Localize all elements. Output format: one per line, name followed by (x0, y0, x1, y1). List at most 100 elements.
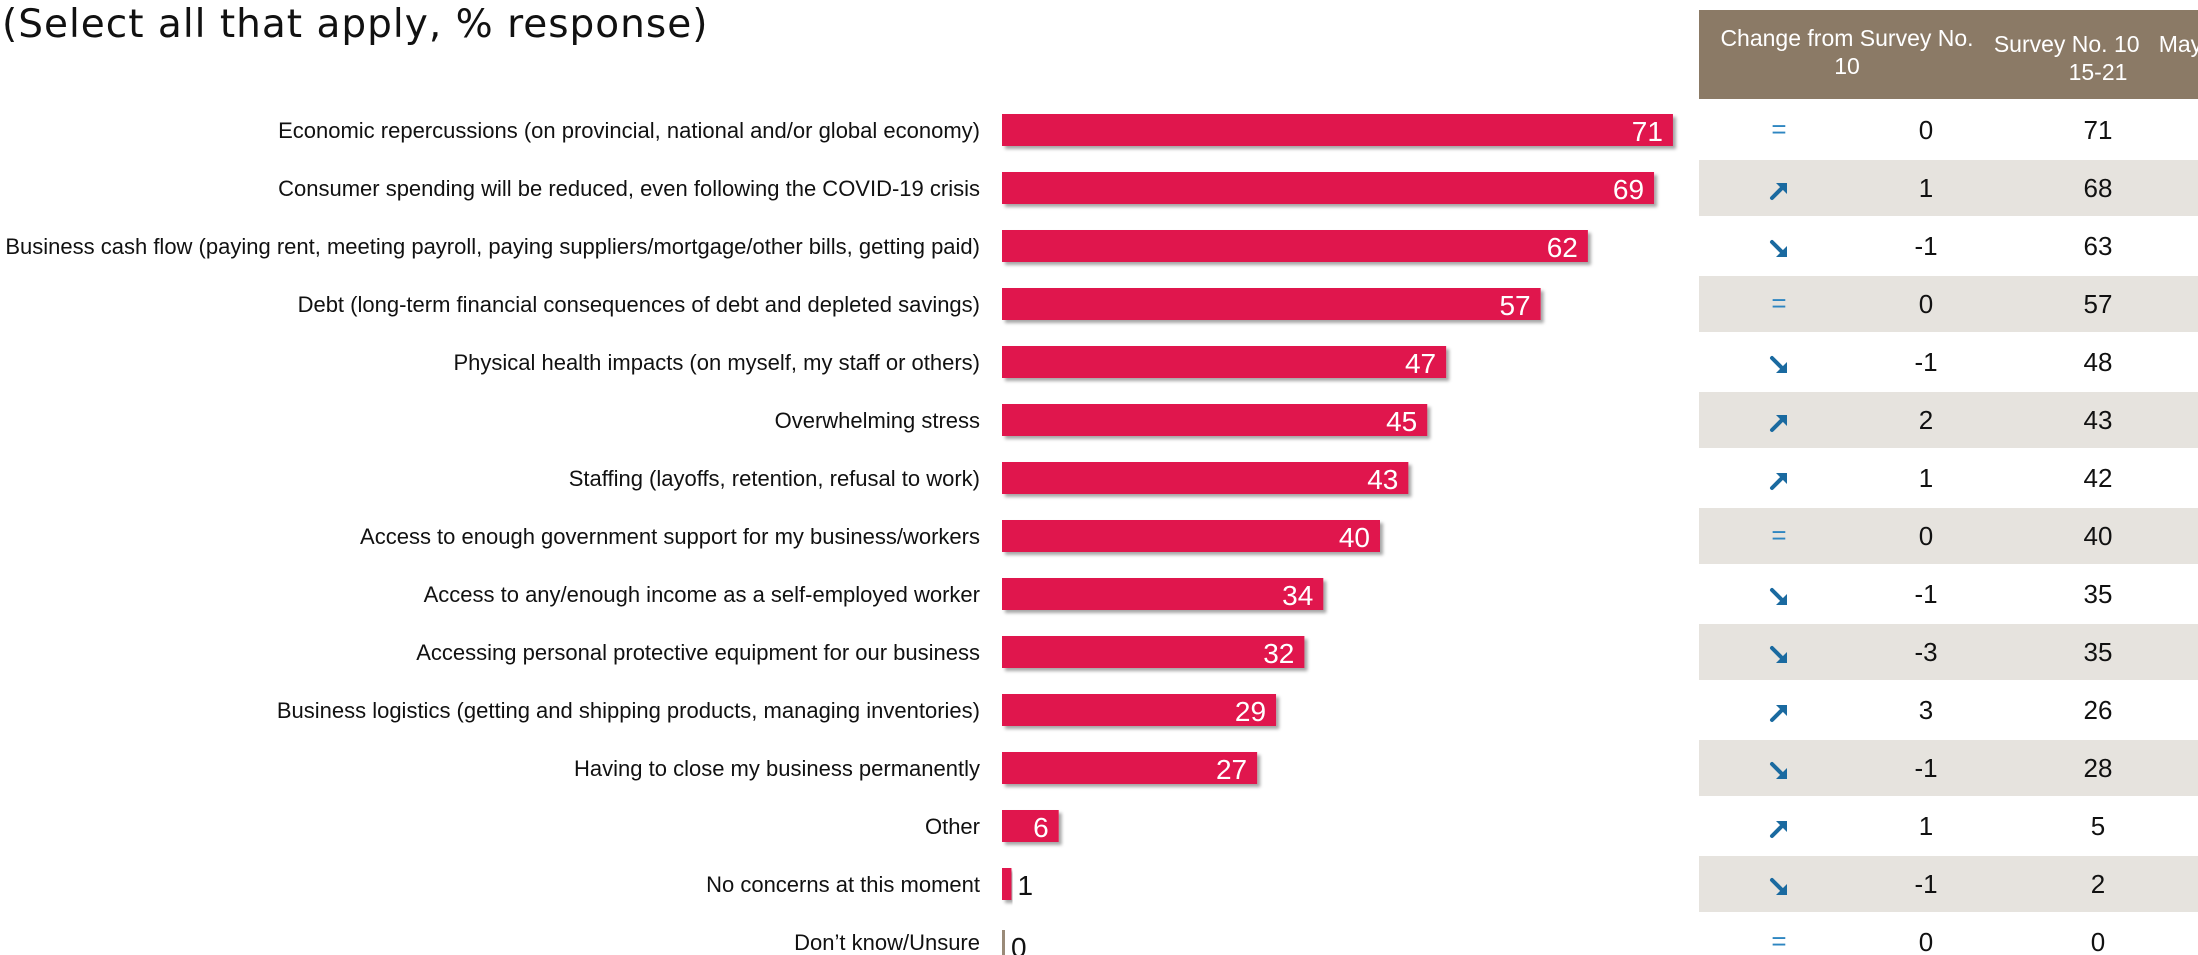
category-label: Business logistics (getting and shipping… (277, 698, 980, 723)
survey-10-value: 42 (2084, 463, 2113, 493)
bar (1002, 114, 1673, 146)
change-header-line-2: 10 (1834, 53, 1860, 79)
chart-row: Other 6 1 5 (925, 810, 2105, 843)
bar (1002, 578, 1324, 610)
survey-10-value: 2 (2091, 869, 2105, 899)
bar-value-label: 62 (1547, 232, 1578, 263)
arrow-up-icon (1770, 705, 1787, 722)
category-label: Accessing personal protective equipment … (416, 640, 980, 665)
chart-row: Business cash flow (paying rent, meeting… (5, 230, 2112, 263)
bar-value-label: 43 (1367, 464, 1398, 495)
bar (1002, 346, 1447, 378)
bar-value-label: 40 (1339, 522, 1370, 553)
bar (1002, 694, 1277, 726)
chart-row: Accessing personal protective equipment … (416, 624, 2198, 680)
chart-row: Don’t know/Unsure 0 = 0 0 (794, 926, 2105, 955)
table-header-background (1699, 10, 2198, 99)
chart-row: Debt (long-term financial consequences o… (298, 276, 2198, 332)
bar-value-label: 34 (1282, 580, 1313, 611)
chart-row: Business logistics (getting and shipping… (277, 694, 2112, 727)
survey-10-value: 63 (2084, 231, 2113, 261)
arrow-head (1776, 473, 1787, 484)
bar (1002, 752, 1258, 784)
bar-value-label: 57 (1499, 290, 1530, 321)
bar-value-label: 1 (1017, 870, 1033, 901)
equal-icon: = (1771, 520, 1786, 550)
change-value: -1 (1914, 231, 1937, 261)
survey-10-value: 35 (2084, 579, 2113, 609)
table-row-shade (1699, 508, 2198, 564)
change-value: 0 (1919, 521, 1933, 551)
survey-10-value: 68 (2084, 173, 2113, 203)
bar-value-label: 45 (1386, 406, 1417, 437)
change-value: -1 (1914, 753, 1937, 783)
bar-value-label: 27 (1216, 754, 1247, 785)
equal-icon: = (1771, 926, 1786, 955)
change-value: 1 (1919, 173, 1933, 203)
bar-value-label: 32 (1263, 638, 1294, 669)
chart-row: Economic repercussions (on provincial, n… (278, 114, 2112, 147)
table-row-shade (1699, 856, 2198, 912)
change-value: 1 (1919, 811, 1933, 841)
arrow-up-icon (1770, 821, 1787, 838)
category-label: Debt (long-term financial consequences o… (298, 292, 980, 317)
category-label: Having to close my business permanently (574, 756, 980, 781)
bar (1002, 404, 1428, 436)
category-label: Physical health impacts (on myself, my s… (453, 350, 980, 375)
survey-10-value: 0 (2091, 927, 2105, 955)
table-row-shade (1699, 392, 2198, 448)
arrow-head (1776, 415, 1787, 426)
category-label: Don’t know/Unsure (794, 930, 980, 955)
arrow-head (1776, 183, 1787, 194)
arrow-down-icon (1770, 240, 1787, 257)
change-value: 0 (1919, 115, 1933, 145)
survey-10-value: 71 (2084, 115, 2113, 145)
change-value: -1 (1914, 347, 1937, 377)
arrow-down-icon (1770, 356, 1787, 373)
survey-10-value: 43 (2084, 405, 2113, 435)
survey-header-line-2: 15-21 (2069, 59, 2128, 85)
survey-header-line-1: Survey No. 10 May (1994, 31, 2198, 57)
chart-rows: Economic repercussions (on provincial, n… (5, 114, 2198, 955)
bar (1002, 172, 1655, 204)
category-label: Business cash flow (paying rent, meeting… (5, 234, 980, 259)
table-row-shade (1699, 160, 2198, 216)
chart-row: Physical health impacts (on myself, my s… (453, 346, 2112, 379)
bar-value-label: 71 (1632, 116, 1663, 147)
survey-10-value: 48 (2084, 347, 2113, 377)
bar (1002, 520, 1380, 552)
bar (1002, 288, 1541, 320)
equal-icon: = (1771, 114, 1786, 144)
change-header-line-1: Change from Survey No. (1720, 25, 1973, 51)
chart-row: Access to any/enough income as a self-em… (424, 578, 2113, 611)
survey-10-value: 57 (2084, 289, 2113, 319)
category-label: No concerns at this moment (706, 872, 980, 897)
chart-row: Having to close my business permanently 2… (574, 740, 2198, 796)
change-value: 2 (1919, 405, 1933, 435)
arrow-head (1776, 652, 1787, 663)
chart-subtitle: (Select all that apply, % response) (2, 2, 709, 47)
table-row-shade (1699, 276, 2198, 332)
change-value: 0 (1919, 927, 1933, 955)
bar (1002, 868, 1012, 900)
bar (1002, 636, 1305, 668)
chart-row: Access to enough government support for … (360, 508, 2198, 564)
chart-row: No concerns at this moment 1 -1 2 (706, 856, 2198, 912)
category-label: Economic repercussions (on provincial, n… (278, 118, 980, 143)
category-label: Other (925, 814, 980, 839)
change-value: 0 (1919, 289, 1933, 319)
category-label: Staffing (layoffs, retention, refusal to… (569, 466, 980, 491)
survey-10-value: 5 (2091, 811, 2105, 841)
arrow-up-icon (1770, 473, 1787, 490)
survey-10-value: 35 (2084, 637, 2113, 667)
arrow-down-icon (1770, 762, 1787, 779)
equal-icon: = (1771, 288, 1786, 318)
arrow-head (1776, 768, 1787, 779)
bar (1002, 810, 1059, 842)
change-value: 3 (1919, 695, 1933, 725)
bar-value-label: 6 (1033, 812, 1049, 843)
arrow-head (1776, 246, 1787, 257)
comparison-table: Change from Survey No. 10 Survey No. 10 … (1699, 10, 2198, 99)
bar-value-label: 29 (1235, 696, 1266, 727)
category-label: Consumer spending will be reduced, even … (278, 176, 980, 201)
